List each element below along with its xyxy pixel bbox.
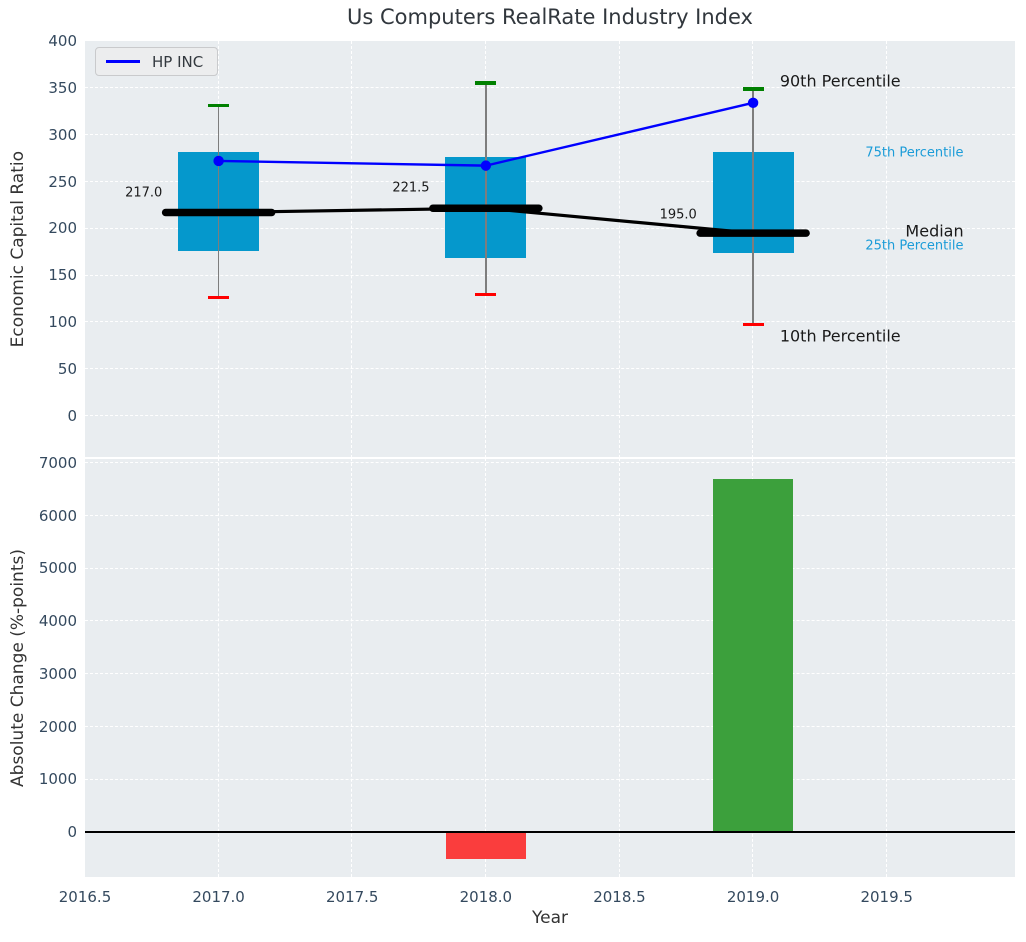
top-y-tick-200: 200 (48, 219, 77, 238)
top-y-tick-300: 300 (48, 125, 77, 144)
top-gridline-h-0 (85, 415, 1015, 417)
bottom-gridline-h-1000 (85, 778, 1015, 780)
bar-2019 (713, 478, 794, 833)
top-y-tick-350: 350 (48, 78, 77, 97)
x-tick-2018.5: 2018.5 (593, 888, 646, 906)
bottom-axes (85, 458, 1015, 877)
top-gridline-v-2017.5 (351, 41, 353, 458)
percentile-label-10th-percentile: 10th Percentile (779, 326, 901, 346)
x-tick-2019.5: 2019.5 (860, 888, 913, 906)
top-gridline-h-350 (85, 87, 1015, 89)
legend: HP INC (95, 47, 219, 76)
bottom-gridline-v-2018.5 (618, 458, 620, 877)
top-y-axis-label-wrap: Economic Capital Ratio (2, 41, 34, 458)
top-gridline-v-2018.5 (618, 41, 620, 458)
top-gridline-h-150 (85, 274, 1015, 276)
median-annotation-2018: 221.5 (392, 180, 430, 196)
top-gridline-h-250 (85, 180, 1015, 182)
top-y-tick-50: 50 (57, 359, 77, 378)
bottom-gridline-h-2000 (85, 725, 1015, 727)
cap-90th-2019 (742, 87, 764, 91)
x-tick-2016.5: 2016.5 (58, 888, 112, 906)
bottom-gridline-v-2017.5 (351, 458, 353, 877)
percentile-label-median: Median (905, 221, 964, 241)
bottom-y-tick-0: 0 (67, 823, 77, 842)
whisker-2017 (217, 105, 220, 298)
top-gridline-h-50 (85, 368, 1015, 370)
cap-10th-2017 (208, 296, 230, 300)
top-gridline-h-100 (85, 321, 1015, 323)
cap-90th-2018 (475, 81, 497, 85)
bottom-gridline-h-3000 (85, 673, 1015, 675)
bottom-gridline-v-2018 (485, 458, 487, 877)
bottom-gridline-v-2017 (217, 458, 219, 877)
bottom-y-tick-3000: 3000 (38, 664, 77, 683)
top-gridline-h-300 (85, 133, 1015, 135)
bottom-gridline-h-4000 (85, 620, 1015, 622)
top-y-tick-250: 250 (48, 172, 77, 191)
top-y-tick-400: 400 (48, 32, 77, 50)
whisker-2018 (485, 83, 487, 295)
cap-10th-2019 (742, 323, 764, 327)
x-tick-2019.0: 2019.0 (726, 888, 780, 906)
bottom-gridline-h-5000 (85, 567, 1015, 569)
bar-2018 (445, 832, 526, 859)
percentile-label-90th-percentile: 90th Percentile (779, 71, 901, 91)
legend-label: HP INC (152, 52, 204, 71)
whisker-2019 (752, 88, 754, 325)
x-tick-2017.5: 2017.5 (325, 888, 379, 906)
top-y-tick-100: 100 (48, 313, 77, 332)
zero-line (85, 831, 1015, 833)
legend-line-sample (106, 60, 140, 63)
x-tick-2017.0: 2017.0 (192, 888, 245, 906)
top-y-tick-0: 0 (67, 406, 77, 425)
x-axis-label: Year (532, 908, 568, 928)
bottom-y-tick-1000: 1000 (38, 770, 77, 789)
bottom-y-tick-2000: 2000 (38, 717, 77, 736)
bottom-gridline-v-2019.5 (885, 458, 887, 877)
top-y-tick-150: 150 (48, 266, 77, 285)
bottom-y-tick-4000: 4000 (38, 612, 77, 631)
median-annotation-2017: 217.0 (125, 185, 163, 201)
bottom-y-tick-7000: 7000 (38, 453, 77, 472)
percentile-label-75th-percentile: 75th Percentile (865, 145, 964, 161)
cap-10th-2018 (475, 293, 497, 297)
median-annotation-2019: 195.0 (659, 207, 697, 223)
bottom-y-tick-6000: 6000 (38, 506, 77, 525)
cap-90th-2017 (208, 103, 230, 108)
x-tick-2018.0: 2018.0 (459, 888, 513, 906)
chart-title: Us Computers RealRate Industry Index (347, 5, 753, 29)
percentile-label-25th-percentile: 25th Percentile (865, 238, 964, 254)
axes-divider (85, 456, 1015, 459)
bottom-y-tick-5000: 5000 (38, 559, 77, 578)
top-gridline-v-2019.5 (885, 41, 887, 458)
bottom-gridline-h-6000 (85, 514, 1015, 516)
bottom-gridline-h-7000 (85, 461, 1015, 463)
